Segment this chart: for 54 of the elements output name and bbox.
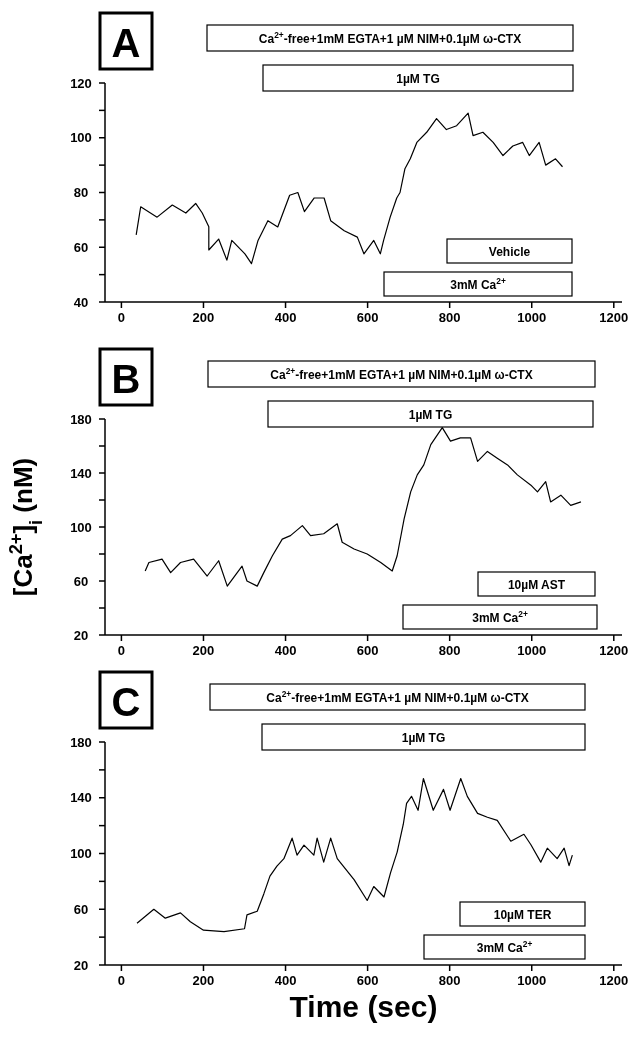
x-tick-label: 400 <box>274 310 297 325</box>
annotation: 10µM TER <box>493 907 552 922</box>
x-tick-label: 200 <box>192 643 215 658</box>
y-tick-label: 100 <box>70 846 92 861</box>
x-tick-label: 600 <box>356 973 379 988</box>
x-tick-label: 600 <box>356 643 379 658</box>
annotation: 3mM Ca$^{2+}$ <box>450 275 506 292</box>
y-tick-label: 60 <box>73 573 89 589</box>
line-series <box>136 777 573 933</box>
x-tick-label: 800 <box>438 310 461 325</box>
x-tick-label: 200 <box>192 973 215 988</box>
x-tick-label: 0 <box>117 643 126 658</box>
y-tick-label: 20 <box>73 627 89 643</box>
x-tick-label: 1200 <box>599 973 629 988</box>
annotation: 3mM Ca$^{2+}$ <box>472 608 528 625</box>
annotation: Vehicle <box>488 244 531 259</box>
x-tick-label: 0 <box>117 973 126 988</box>
x-tick-label: 1000 <box>517 973 547 988</box>
y-tick-label: 100 <box>70 519 92 535</box>
text: Ca$^{2+}$-free+1mM EGTA+1 µM NIM+0.1µM ω-CTX <box>266 688 529 705</box>
annotation: 3mM Ca$^{2+}$ <box>476 938 533 955</box>
y-tick-label: 140 <box>70 790 92 806</box>
x-tick-label: 1200 <box>599 310 629 325</box>
y-tick-label: 100 <box>70 130 92 146</box>
annotation: 1µM TG <box>408 407 453 422</box>
annotation: 10µM AST <box>507 577 566 592</box>
text: Ca$^{2+}$-free+1mM EGTA+1 µM NIM+0.1µM ω-CTX <box>270 365 533 382</box>
x-tick-label: 400 <box>274 643 297 658</box>
x-tick-label: 1000 <box>517 643 547 658</box>
text: Ca$^{2+}$-free+1mM EGTA+1 µM NIM+0.1µM ω-CTX <box>258 29 522 46</box>
y-tick-label: 80 <box>73 185 89 200</box>
annotation: 1µM TG <box>401 730 446 745</box>
y-tick-label: 180 <box>70 411 92 427</box>
y-tick-label: 60 <box>73 901 89 917</box>
x-tick-label: 600 <box>356 310 379 325</box>
x-tick-label: 400 <box>274 973 297 988</box>
x-tick-label: 0 <box>117 310 126 325</box>
x-axis-title: Time (sec) <box>289 990 438 1023</box>
y-tick-label: 140 <box>70 465 92 481</box>
annotation: 1µM TG <box>396 71 440 86</box>
chart-title: A <box>111 21 141 65</box>
y-tick-label: 180 <box>70 734 92 750</box>
x-tick-label: 1200 <box>599 643 629 658</box>
y-tick-label: 60 <box>73 239 89 255</box>
chart-title: B <box>111 357 141 401</box>
x-tick-label: 800 <box>438 973 461 988</box>
x-tick-label: 200 <box>192 310 215 325</box>
x-tick-label: 800 <box>438 643 461 658</box>
line-series <box>135 112 564 265</box>
y-tick-label: 20 <box>73 957 89 973</box>
chart-title: C <box>111 680 141 724</box>
x-tick-label: 1000 <box>517 310 547 325</box>
y-tick-label: 120 <box>70 75 92 91</box>
y-tick-label: 40 <box>73 294 89 310</box>
